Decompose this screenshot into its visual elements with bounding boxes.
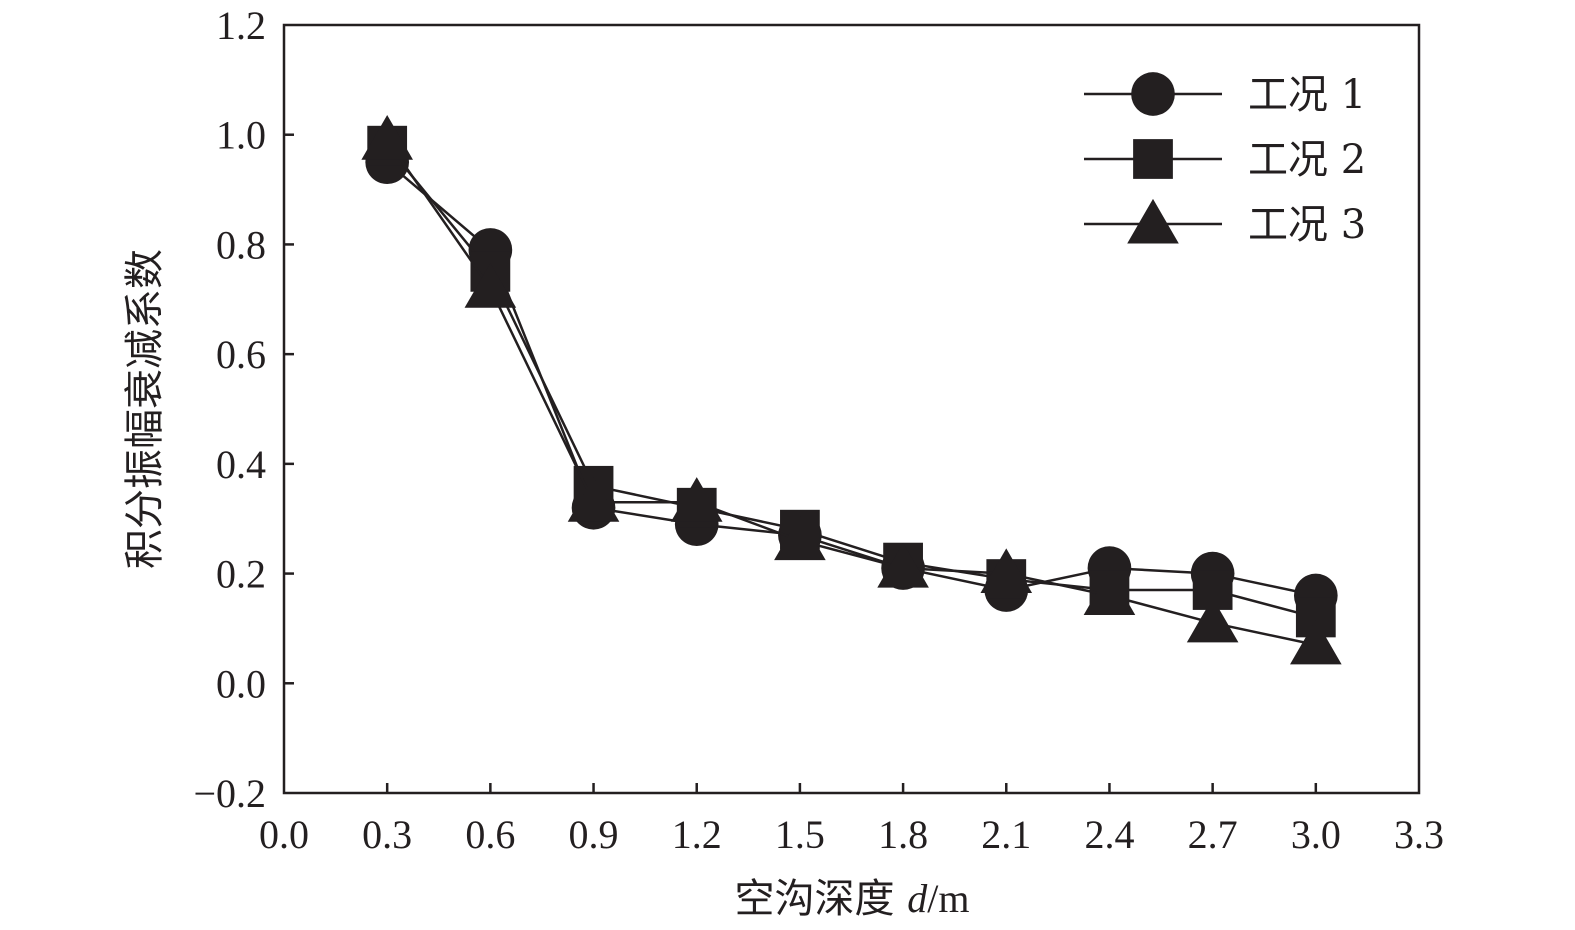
plot-frame [282,23,1421,795]
data-point-triangle [361,115,413,160]
y-tick-label: 0.2 [216,552,266,597]
y-axis-title: 积分振幅衰减系数 [122,249,168,569]
data-point-triangle [980,548,1033,594]
x-tick-label: 0.0 [259,812,309,857]
y-axis: 1.2 1.0 0.8 0.6 0.4 0.2 0.0 −0.2 [193,3,294,816]
data-point-triangle [1083,570,1136,616]
x-tick-label: 3.3 [1394,812,1444,857]
y-tick-label: 0.8 [216,222,266,267]
x-tick-label: 0.9 [569,812,619,857]
y-tick-label: 0.6 [216,332,266,377]
y-tick-label: 0.0 [216,661,266,706]
data-point-triangle [774,515,826,561]
series-line [386,161,1317,597]
y-tick-label: 1.2 [216,3,266,48]
y-tick-label: −0.2 [193,771,266,816]
x-tick-label: 0.6 [465,812,515,857]
series-line [386,144,1317,619]
data-point-triangle [670,477,723,522]
legend-item-2: 工况 2 [1084,137,1366,183]
series-2 [367,125,1336,638]
x-axis-title: 空沟深度 d/m [735,876,970,922]
x-tick-label: 2.1 [981,812,1031,857]
data-point-triangle [877,542,929,588]
y-tick-label: 1.0 [216,113,266,158]
data-point-triangle [1186,597,1239,643]
x-tick-label: 3.0 [1291,812,1341,857]
x-axis: 0.0 0.3 0.6 0.9 1.2 1.5 1.8 2.1 2.4 2.7 3.0 3.3 [259,783,1444,857]
legend-label: 工况 1 [1248,72,1366,118]
series-3 [361,115,1342,665]
data-point-triangle [464,263,517,308]
data-point-triangle [1290,619,1342,665]
legend-item-3: 工况 3 [1084,198,1366,248]
legend-marker-circle [1131,72,1175,116]
series-layer [361,115,1342,665]
legend-marker-square [1133,139,1173,179]
x-tick-label: 1.5 [775,812,825,857]
x-tick-label: 0.3 [362,812,412,857]
x-tick-label: 2.7 [1188,812,1238,857]
legend-label: 工况 3 [1248,202,1366,248]
y-tick-label: 0.4 [216,442,266,487]
x-tick-label: 2.4 [1084,812,1134,857]
legend-label: 工况 2 [1248,137,1366,183]
data-point-triangle [567,477,620,522]
legend-marker-triangle [1127,198,1179,244]
x-tick-label: 1.2 [672,812,722,857]
series-line [386,139,1317,647]
legend: 工况 1 工况 2 工况 3 [1084,72,1366,248]
legend-item-1: 工况 1 [1084,72,1366,118]
x-tick-label: 1.8 [878,812,928,857]
